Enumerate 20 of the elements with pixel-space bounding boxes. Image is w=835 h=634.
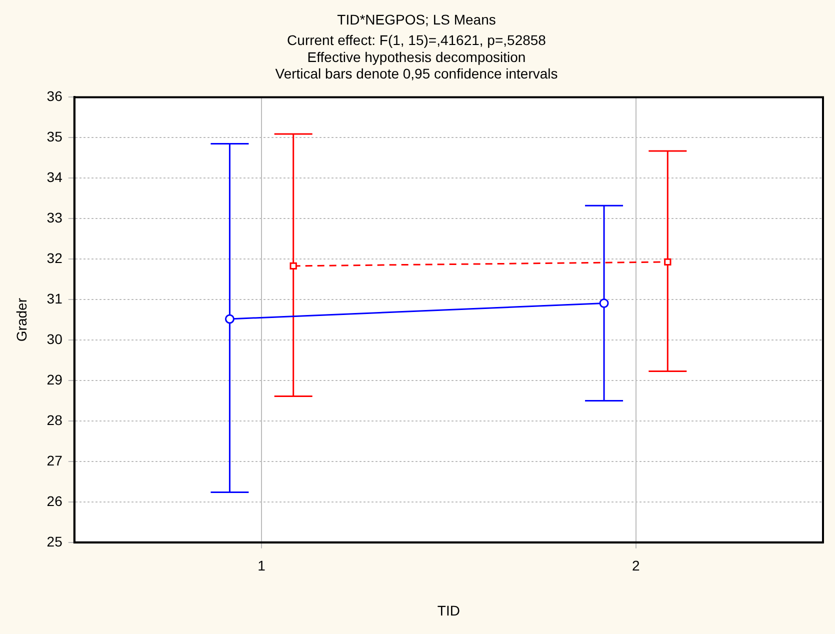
y-tick-label: 26 (46, 492, 63, 509)
y-tick-label: 30 (46, 330, 63, 347)
x-axis-title: TID (437, 602, 460, 618)
y-tick-label: 35 (46, 128, 63, 145)
text: Vertical bars denote 0,95 confidence intervals (275, 66, 558, 82)
chart-subtitle: Current effect: F(1, 15)=,41621, p=,52858 (287, 32, 546, 48)
y-tick-label: 28 (46, 412, 63, 428)
y-tick-label: 29 (46, 371, 63, 388)
chart-title: TID*NEGPOS; LS Means (337, 11, 496, 28)
y-tick-label: 31 (46, 290, 63, 306)
y-tick-label: 25 (46, 533, 63, 550)
text: Effective hypothesis decomposition (307, 48, 526, 65)
y-tick-label: 27 (46, 452, 63, 468)
y-axis-title: Grader (13, 298, 30, 342)
x-tick-label: 1 (258, 558, 266, 574)
x-tick-label: 2 (632, 558, 640, 574)
y-tick-label: 36 (46, 88, 63, 104)
y-tick-label: 33 (46, 209, 63, 226)
y-tick-label: 32 (46, 250, 63, 266)
y-tick-label: 34 (46, 169, 63, 186)
